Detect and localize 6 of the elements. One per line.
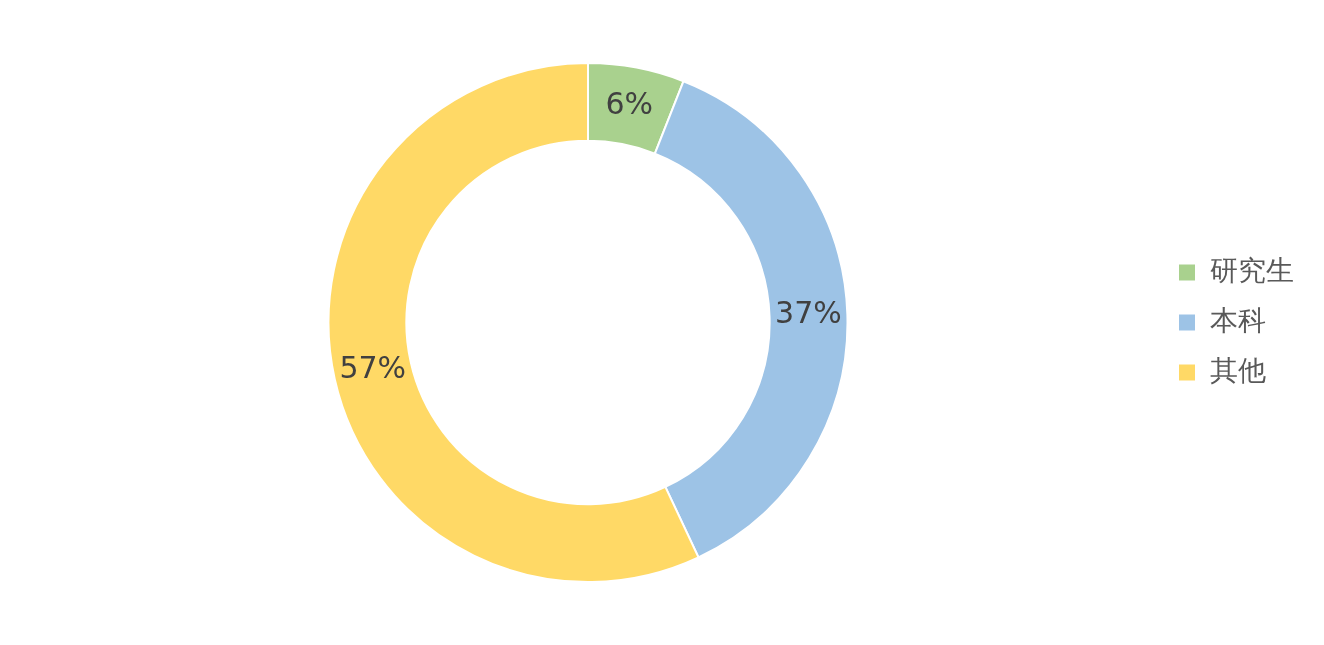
- legend-label: 其他: [1210, 353, 1266, 387]
- data-label: 6%: [605, 85, 654, 121]
- data-label: 57%: [339, 350, 407, 386]
- legend-label: 本科: [1210, 303, 1266, 337]
- data-label: 37%: [775, 295, 842, 331]
- legend-label: 研究生: [1210, 253, 1294, 287]
